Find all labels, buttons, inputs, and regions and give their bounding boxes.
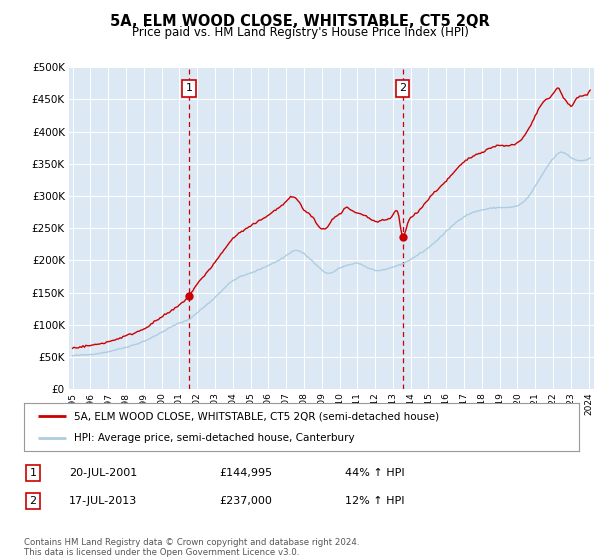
Text: 44% ↑ HPI: 44% ↑ HPI (345, 468, 404, 478)
Text: £144,995: £144,995 (219, 468, 272, 478)
Text: 1: 1 (29, 468, 37, 478)
Text: 5A, ELM WOOD CLOSE, WHITSTABLE, CT5 2QR: 5A, ELM WOOD CLOSE, WHITSTABLE, CT5 2QR (110, 14, 490, 29)
Text: 12% ↑ HPI: 12% ↑ HPI (345, 496, 404, 506)
Text: 20-JUL-2001: 20-JUL-2001 (69, 468, 137, 478)
Text: Price paid vs. HM Land Registry's House Price Index (HPI): Price paid vs. HM Land Registry's House … (131, 26, 469, 39)
Text: £237,000: £237,000 (219, 496, 272, 506)
Text: Contains HM Land Registry data © Crown copyright and database right 2024.
This d: Contains HM Land Registry data © Crown c… (24, 538, 359, 557)
Text: 5A, ELM WOOD CLOSE, WHITSTABLE, CT5 2QR (semi-detached house): 5A, ELM WOOD CLOSE, WHITSTABLE, CT5 2QR … (74, 411, 439, 421)
Text: 2: 2 (29, 496, 37, 506)
Text: 1: 1 (185, 83, 193, 94)
Text: 2: 2 (399, 83, 406, 94)
Text: HPI: Average price, semi-detached house, Canterbury: HPI: Average price, semi-detached house,… (74, 433, 355, 443)
Text: 17-JUL-2013: 17-JUL-2013 (69, 496, 137, 506)
